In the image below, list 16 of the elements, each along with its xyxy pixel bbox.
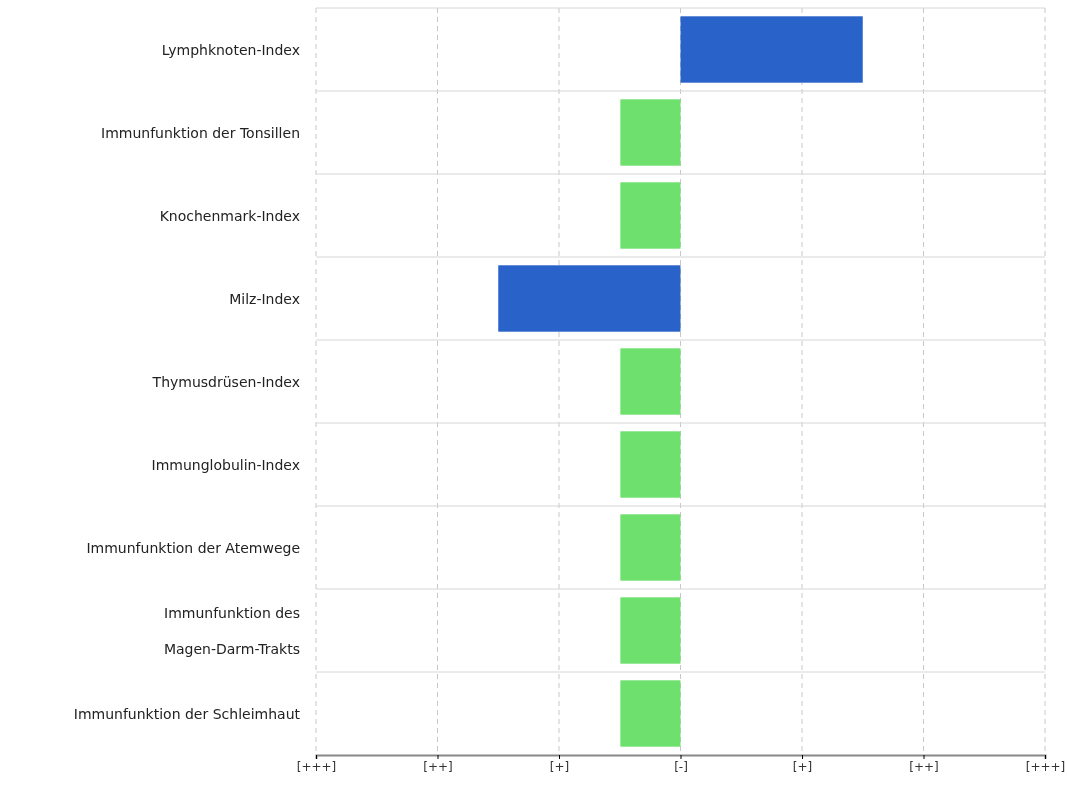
y-tick-label: Lymphknoten-Index [161,41,300,58]
text: [+++] [1025,759,1066,774]
y-tick-label: Thymusdrüsen-Index [151,373,300,390]
y-tick-label: Immunfunktion der Schleimhaut [73,705,301,722]
y-tick-label: Immunfunktion der Atemwege [86,539,300,556]
text: [+++] [296,759,337,774]
text: [+] [549,759,570,774]
y-tick-label: Immunglobulin-Index [151,456,300,473]
y-tick-label: Milz-Index [229,290,300,307]
text: [+] [792,759,813,774]
y-tick-label: Immunfunktion der Tonsillen [101,124,300,141]
text: [-] [674,759,688,774]
text: [++] [423,759,453,774]
category-label: Immunfunktion des Magen-Darm-Trakts [163,604,300,657]
y-tick-label: Knochenmark-Index [159,207,300,224]
text: [++] [909,759,939,774]
